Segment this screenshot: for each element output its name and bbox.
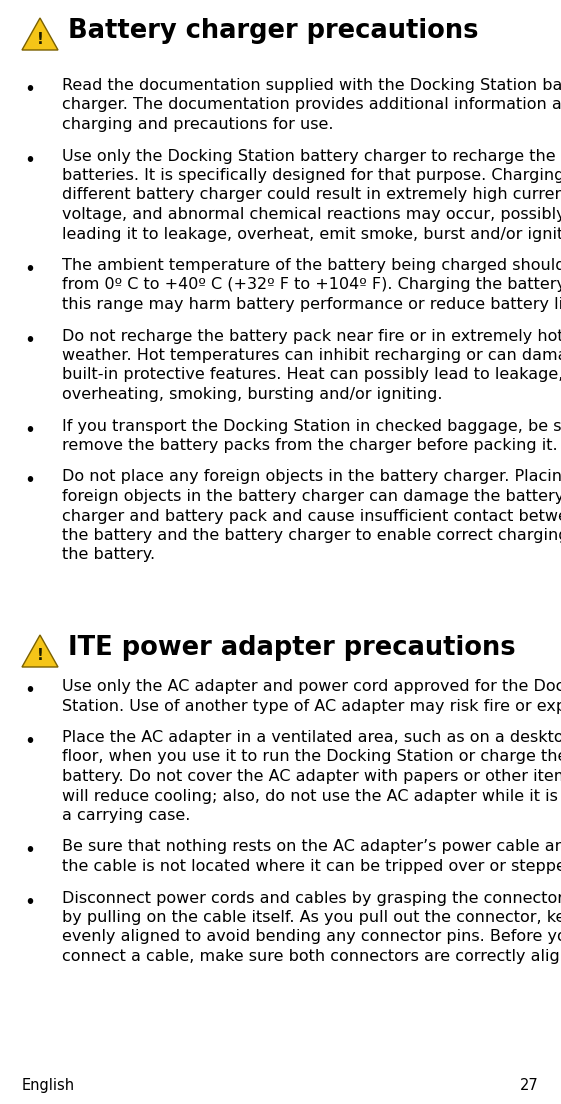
Text: by pulling on the cable itself. As you pull out the connector, keep it: by pulling on the cable itself. As you p… [62,910,561,925]
Text: evenly aligned to avoid bending any connector pins. Before you: evenly aligned to avoid bending any conn… [62,930,561,945]
Text: •: • [25,79,35,99]
Text: connect a cable, make sure both connectors are correctly aligned.: connect a cable, make sure both connecto… [62,949,561,964]
Polygon shape [22,18,58,50]
Text: !: ! [36,648,43,664]
Text: •: • [25,841,35,860]
Text: the cable is not located where it can be tripped over or stepped on.: the cable is not located where it can be… [62,859,561,874]
Text: •: • [25,732,35,751]
Text: Place the AC adapter in a ventilated area, such as on a desktop or the: Place the AC adapter in a ventilated are… [62,730,561,745]
Text: •: • [25,150,35,170]
Text: built-in protective features. Heat can possibly lead to leakage,: built-in protective features. Heat can p… [62,368,561,382]
Text: •: • [25,330,35,350]
Text: charger. The documentation provides additional information about: charger. The documentation provides addi… [62,97,561,113]
Text: floor, when you use it to run the Docking Station or charge the: floor, when you use it to run the Dockin… [62,750,561,764]
Text: remove the battery packs from the charger before packing it.: remove the battery packs from the charge… [62,438,558,453]
Text: Be sure that nothing rests on the AC adapter’s power cable and that: Be sure that nothing rests on the AC ada… [62,839,561,854]
Text: the battery.: the battery. [62,548,155,563]
Text: voltage, and abnormal chemical reactions may occur, possibly: voltage, and abnormal chemical reactions… [62,208,561,222]
Text: Use only the AC adapter and power cord approved for the Docking: Use only the AC adapter and power cord a… [62,679,561,694]
Text: •: • [25,261,35,279]
Text: English: English [22,1078,75,1093]
Text: Use only the Docking Station battery charger to recharge the: Use only the Docking Station battery cha… [62,149,555,163]
Text: •: • [25,892,35,912]
Text: foreign objects in the battery charger can damage the battery: foreign objects in the battery charger c… [62,489,561,505]
Text: If you transport the Docking Station in checked baggage, be sure to: If you transport the Docking Station in … [62,418,561,434]
Text: ITE power adapter precautions: ITE power adapter precautions [68,635,516,661]
Text: •: • [25,471,35,490]
Text: leading it to leakage, overheat, emit smoke, burst and/or ignite.: leading it to leakage, overheat, emit sm… [62,226,561,242]
Text: Do not place any foreign objects in the battery charger. Placing: Do not place any foreign objects in the … [62,469,561,485]
Text: battery. Do not cover the AC adapter with papers or other items that: battery. Do not cover the AC adapter wit… [62,769,561,784]
Text: overheating, smoking, bursting and/or igniting.: overheating, smoking, bursting and/or ig… [62,388,443,402]
Text: The ambient temperature of the battery being charged should be: The ambient temperature of the battery b… [62,258,561,273]
Text: Disconnect power cords and cables by grasping the connector, not: Disconnect power cords and cables by gra… [62,891,561,905]
Text: 27: 27 [520,1078,539,1093]
Text: !: ! [36,32,43,46]
Text: the battery and the battery charger to enable correct charging of: the battery and the battery charger to e… [62,528,561,543]
Text: Read the documentation supplied with the Docking Station battery: Read the documentation supplied with the… [62,78,561,93]
Text: batteries. It is specifically designed for that purpose. Charging with a: batteries. It is specifically designed f… [62,168,561,183]
Text: weather. Hot temperatures can inhibit recharging or can damage its: weather. Hot temperatures can inhibit re… [62,348,561,363]
Text: •: • [25,681,35,700]
Polygon shape [22,635,58,667]
Text: a carrying case.: a carrying case. [62,808,190,822]
Text: will reduce cooling; also, do not use the AC adapter while it is inside: will reduce cooling; also, do not use th… [62,788,561,804]
Text: Do not recharge the battery pack near fire or in extremely hot: Do not recharge the battery pack near fi… [62,329,561,343]
Text: different battery charger could result in extremely high current and: different battery charger could result i… [62,188,561,202]
Text: Battery charger precautions: Battery charger precautions [68,18,479,44]
Text: charger and battery pack and cause insufficient contact between: charger and battery pack and cause insuf… [62,509,561,523]
Text: Station. Use of another type of AC adapter may risk fire or explosion.: Station. Use of another type of AC adapt… [62,699,561,713]
Text: charging and precautions for use.: charging and precautions for use. [62,117,333,132]
Text: this range may harm battery performance or reduce battery life.: this range may harm battery performance … [62,297,561,312]
Text: from 0º C to +40º C (+32º F to +104º F). Charging the battery outside: from 0º C to +40º C (+32º F to +104º F).… [62,277,561,293]
Text: •: • [25,421,35,439]
